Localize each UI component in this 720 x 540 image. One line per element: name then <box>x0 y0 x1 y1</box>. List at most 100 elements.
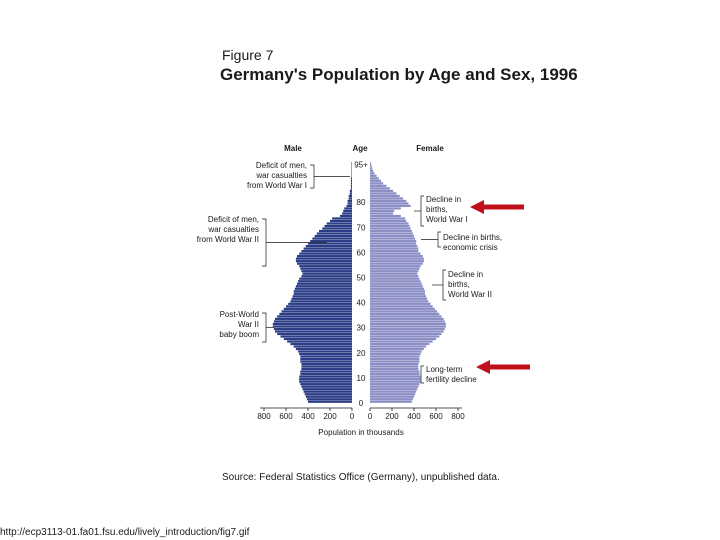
male-bar <box>351 162 352 165</box>
female-bar <box>370 252 421 255</box>
male-bar <box>342 212 352 215</box>
male-bar <box>283 337 352 341</box>
female-bar <box>370 297 428 300</box>
female-bar <box>370 335 440 338</box>
male-bar <box>283 307 352 310</box>
male-bar <box>287 340 352 343</box>
female-bar <box>370 352 421 356</box>
female-bar <box>370 285 423 288</box>
female-x-tick-label: 400 <box>407 412 421 421</box>
annotation-bracket <box>262 312 267 343</box>
male-bar <box>332 217 352 220</box>
female-bar <box>370 237 416 240</box>
right-annotation-text: fertility decline <box>426 375 477 384</box>
female-bar <box>370 315 442 318</box>
female-bar <box>370 275 419 278</box>
female-bar <box>370 169 374 172</box>
female-bar <box>370 395 414 398</box>
male-bar <box>319 229 352 233</box>
female-bar <box>370 385 419 388</box>
female-bar <box>370 164 372 167</box>
male-bar <box>291 297 352 300</box>
female-bar <box>370 350 422 353</box>
male-bar <box>281 310 352 313</box>
female-bar <box>370 257 424 260</box>
left-annotation-text: from World War II <box>197 235 259 244</box>
male-bar <box>303 390 352 393</box>
female-bar <box>370 312 440 315</box>
male-bar <box>275 330 352 333</box>
left-annotation-text: baby boom <box>219 330 259 339</box>
male-bar <box>295 260 352 263</box>
age-tick-label: 95+ <box>354 161 368 170</box>
female-header: Female <box>416 144 444 153</box>
male-bar <box>301 385 352 388</box>
female-bar <box>370 262 423 265</box>
male-bar <box>297 255 352 258</box>
female-bar <box>370 270 419 273</box>
left-annotation-text: from World War I <box>247 181 307 190</box>
female-bar <box>370 388 418 391</box>
female-bar <box>370 187 390 190</box>
female-bar <box>370 182 384 185</box>
male-bar <box>322 227 352 230</box>
female-bar <box>370 345 427 348</box>
male-bar <box>351 174 352 177</box>
age-tick-label: 60 <box>357 248 366 257</box>
age-tick-label: 70 <box>357 223 366 232</box>
male-x-tick-label: 200 <box>323 412 337 421</box>
male-bar <box>306 398 352 401</box>
male-bar <box>280 335 352 338</box>
right-annotation-text: World War I <box>426 215 468 224</box>
male-bar <box>310 239 352 243</box>
female-bar <box>370 217 406 220</box>
right-annotation-text: World War II <box>448 290 492 299</box>
male-bar <box>350 187 352 190</box>
female-bar <box>370 375 421 378</box>
male-bar <box>299 277 352 280</box>
annotation-bracket <box>437 231 441 248</box>
right-annotation-text: Decline in <box>426 195 461 204</box>
male-x-tick-label: 400 <box>301 412 315 421</box>
male-bar <box>300 360 352 363</box>
male-bar <box>275 317 352 321</box>
female-bar <box>370 340 433 343</box>
annotation-bracket <box>420 365 424 384</box>
female-bar <box>370 199 407 203</box>
male-bar <box>330 219 352 223</box>
male-bar <box>305 395 352 398</box>
female-bar <box>370 280 421 283</box>
female-bar <box>370 227 411 230</box>
annotation-bracket <box>442 269 446 301</box>
male-bar <box>272 325 352 328</box>
chart-title: Germany's Population by Age and Sex, 199… <box>220 65 578 84</box>
female-bar <box>370 229 412 233</box>
female-bar <box>370 393 416 396</box>
female-bar <box>370 370 420 373</box>
female-bar <box>370 337 436 341</box>
female-bar <box>370 305 433 308</box>
female-bar <box>370 390 417 393</box>
figure-label: Figure 7 <box>222 47 274 63</box>
male-bar <box>298 280 352 283</box>
male-bar <box>299 380 352 383</box>
female-x-tick-label: 600 <box>429 412 443 421</box>
male-bar <box>292 295 352 298</box>
female-bar <box>370 378 421 381</box>
male-bar <box>316 232 352 235</box>
male-bar <box>351 172 352 175</box>
female-bar <box>370 277 420 280</box>
male-bar <box>286 305 352 308</box>
male-bar <box>349 189 352 192</box>
female-bar <box>370 234 414 238</box>
male-bar <box>300 383 352 386</box>
male-x-tick-label: 0 <box>350 412 355 421</box>
male-bar <box>301 365 352 368</box>
female-bar <box>370 250 419 253</box>
male-bar <box>299 375 352 378</box>
female-bar <box>370 162 372 165</box>
female-bar <box>370 242 417 245</box>
male-bar <box>326 222 352 225</box>
